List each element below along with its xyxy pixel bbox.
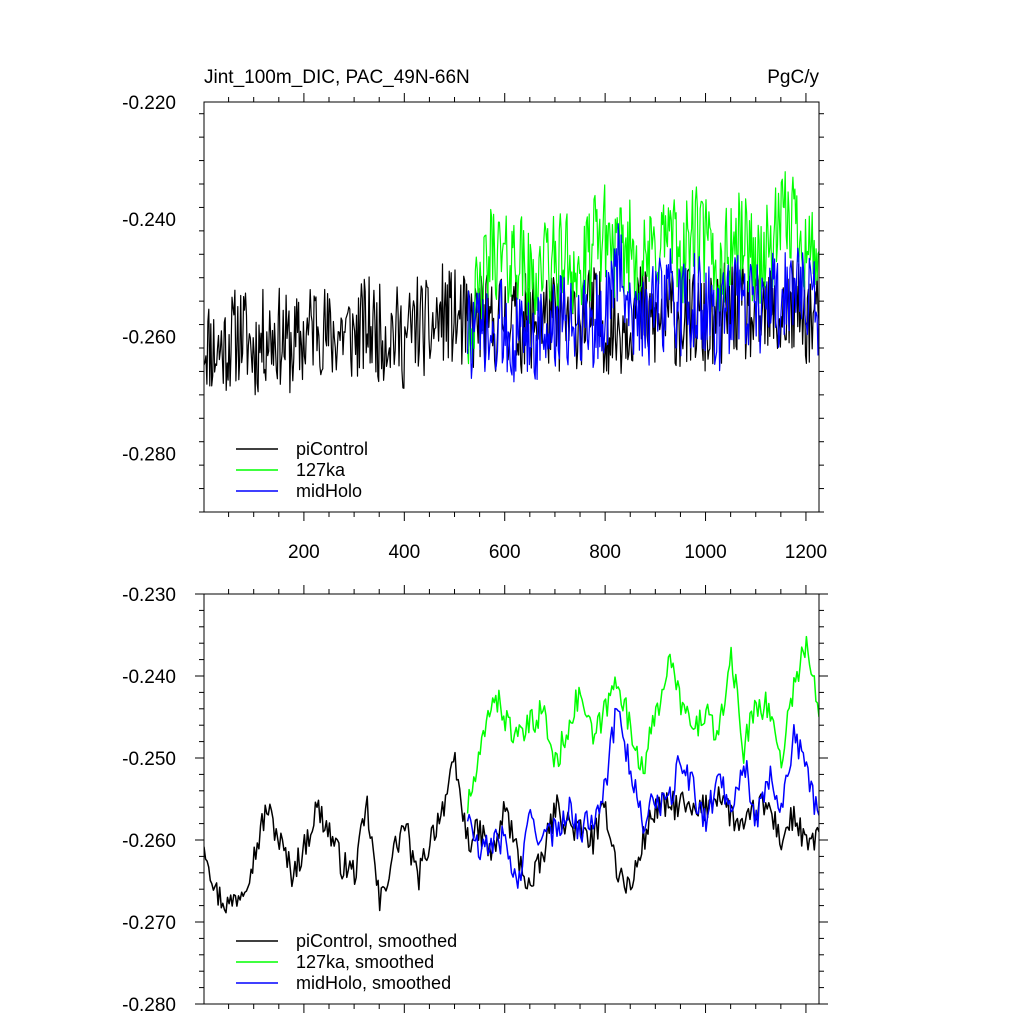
top-x-tick-label: 1200	[785, 542, 827, 563]
panel-title-right: PgC/y	[767, 67, 819, 88]
bottom-legend-label-2: midHolo, smoothed	[296, 973, 451, 993]
bottom-y-tick-label: -0.260	[122, 831, 176, 852]
top-legend-label-1: 127ka	[296, 460, 346, 480]
panel-title-left: Jint_100m_DIC, PAC_49N-66N	[204, 67, 470, 88]
bottom-plot-lines	[204, 635, 819, 914]
bottom-plot-frame	[203, 593, 820, 1005]
top-x-tick-label: 1000	[684, 542, 726, 563]
bottom-legend-label-1: 127ka, smoothed	[296, 952, 434, 972]
bottom-y-tick-label: -0.230	[122, 585, 176, 606]
top-series-line-2	[467, 223, 819, 383]
top-x-tick-label: 800	[589, 542, 621, 563]
bottom-y-tick-label: -0.240	[122, 667, 176, 688]
bottom-y-tick-label: -0.250	[122, 749, 176, 770]
top-y-tick-label: -0.220	[122, 93, 176, 114]
top-plot-lines	[204, 171, 819, 396]
bottom-series-line-2	[466, 707, 819, 889]
top-x-tick-label: 600	[489, 542, 521, 563]
top-y-tick-label: -0.240	[122, 210, 176, 231]
top-legend-label-0: piControl	[296, 439, 368, 459]
top-y-tick-label: -0.280	[122, 444, 176, 465]
bottom-y-tick-label: -0.270	[122, 913, 176, 934]
bottom-series-line-1	[466, 635, 819, 814]
top-x-tick-label: 200	[288, 542, 320, 563]
top-series-line-1	[467, 171, 819, 365]
panel-top: Jint_100m_DIC, PAC_49N-66N PgC/y 200 400 6…	[122, 67, 827, 563]
top-plot-frame	[203, 101, 820, 513]
top-x-tick-label: 400	[388, 542, 420, 563]
bottom-y-tick-label: -0.280	[122, 995, 176, 1016]
bottom-axes: -0.230 -0.240 -0.250 -0.260 -0.270 -0.280	[122, 585, 828, 1016]
top-legend-label-2: midHolo	[296, 481, 362, 501]
top-axes: 200 400 600 800 1000 1200 -0.220 -0.240 -0.260 -0…	[122, 93, 827, 563]
bottom-legend-label-0: piControl, smoothed	[296, 931, 457, 951]
panel-bottom: -0.230 -0.240 -0.250 -0.260 -0.270 -0.280 piC…	[122, 585, 828, 1016]
bottom-series-line-0	[204, 751, 819, 914]
top-y-tick-label: -0.260	[122, 327, 176, 348]
